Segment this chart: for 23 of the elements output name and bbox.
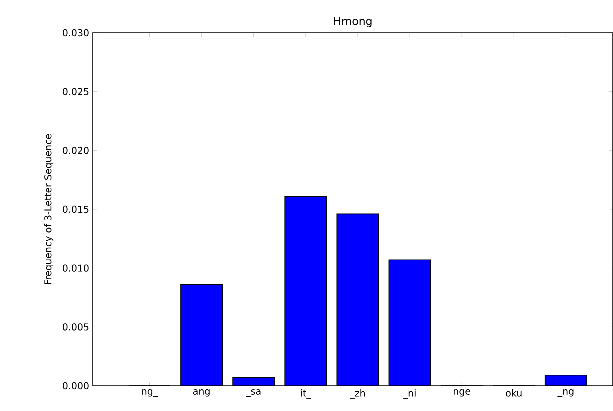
y-tick-label: 0.015 <box>63 206 89 214</box>
chart-title: Hmong <box>334 17 372 28</box>
y-tick-label: 0.030 <box>63 29 89 37</box>
x-tick-label: ang <box>193 390 210 397</box>
x-tick-label: _zh <box>350 390 366 399</box>
x-tick-label: oku <box>506 390 522 397</box>
bar <box>389 260 431 386</box>
y-tick-label: 0.025 <box>63 88 89 96</box>
bar <box>285 196 327 386</box>
bar <box>233 378 275 386</box>
y-tick-label: 0.005 <box>63 324 89 331</box>
y-axis-title: Frequency of 3-Letter Sequence <box>44 134 54 284</box>
bar <box>337 214 379 386</box>
x-tick-label: _ni <box>403 390 416 399</box>
y-tick-label: 0.000 <box>63 382 89 390</box>
bar <box>180 284 223 386</box>
x-tick-label: nge <box>454 390 470 397</box>
x-tick-label: _ng <box>558 390 574 398</box>
x-tick-label: _sa <box>246 390 261 398</box>
y-tick-label: 0.020 <box>63 147 89 154</box>
x-tick-label: it_ <box>301 390 312 399</box>
y-tick-label: 0.010 <box>63 264 89 272</box>
x-tick-label: ng_ <box>142 390 158 398</box>
